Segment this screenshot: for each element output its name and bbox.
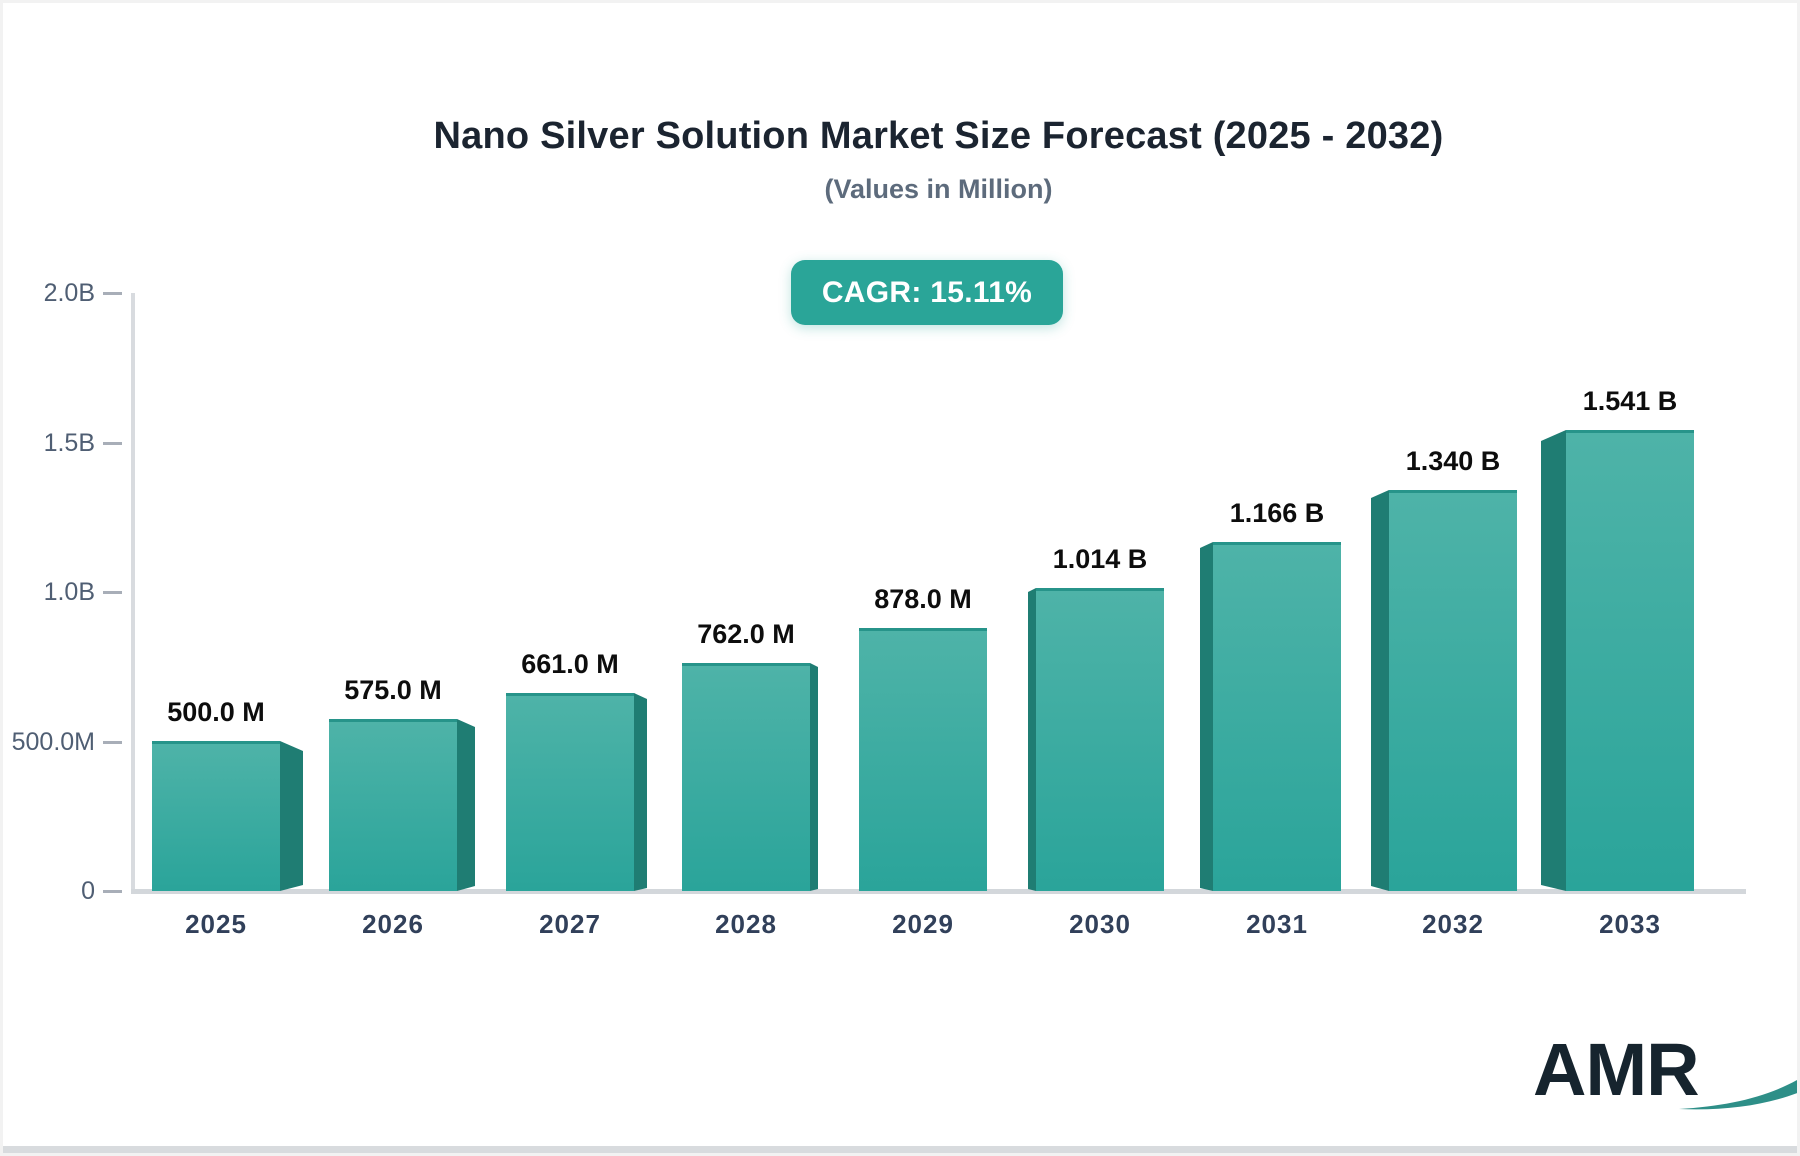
bar-3d-side: [280, 741, 303, 891]
bar-3d-side: [1541, 430, 1566, 891]
bar-3d-side: [1028, 588, 1036, 891]
y-tick-mark: [103, 441, 122, 445]
growth-arrow-icon: [1679, 1080, 1797, 1110]
cagr-badge: CAGR: 15.11%: [791, 260, 1063, 325]
bar-value-label: 500.0 M: [167, 697, 265, 727]
bar-2025: [152, 741, 280, 891]
chart-subtitle: (Values in Million): [824, 174, 1053, 204]
y-tick-mark: [103, 292, 122, 295]
y-tick-label: 500.0M: [11, 727, 95, 756]
bar-3d-side: [1200, 542, 1213, 891]
y-tick-mark: [103, 890, 122, 893]
bar-3d-side: [1371, 490, 1389, 891]
x-axis-label-2026: 2026: [362, 909, 424, 939]
bar-2032: [1389, 490, 1517, 891]
bar-value-label: 1.541 B: [1582, 386, 1678, 416]
chart-title: Nano Silver Solution Market Size Forecas…: [433, 115, 1444, 157]
x-axis-label-2033: 2033: [1599, 909, 1661, 939]
bar-2033: [1566, 430, 1694, 891]
y-axis-line: [131, 293, 135, 891]
y-tick-label: 2.0B: [43, 279, 95, 307]
y-tick-label: 1.5B: [43, 428, 95, 457]
bar-3d-side: [634, 693, 647, 891]
x-axis-label-2031: 2031: [1246, 909, 1308, 939]
y-tick-mark: [103, 591, 122, 594]
x-axis-label-2032: 2032: [1422, 909, 1484, 939]
bottom-border: [3, 1146, 1797, 1153]
bar-2027: [506, 693, 634, 891]
brand-logo: AMR: [1533, 1028, 1797, 1125]
bar-2029: [859, 628, 987, 891]
x-axis-label-2028: 2028: [715, 909, 777, 939]
y-tick-label: 0: [81, 877, 95, 905]
x-axis-label-2030: 2030: [1069, 909, 1131, 939]
brand-logo-text: AMR: [1533, 1028, 1700, 1111]
bar-value-label: 1.340 B: [1405, 446, 1501, 476]
cagr-badge-label: CAGR: 15.11%: [821, 275, 1033, 309]
bar-value-label: 1.014 B: [1052, 544, 1148, 574]
bar-value-label: 661.0 M: [521, 649, 619, 679]
bar-2028: [682, 663, 810, 891]
x-axis-label-2029: 2029: [892, 909, 954, 939]
bar-2030: [1036, 588, 1164, 891]
bar-3d-side: [810, 663, 818, 891]
x-axis-line: [131, 889, 1746, 894]
bar-2031: [1213, 542, 1341, 891]
y-tick-mark: [103, 740, 122, 744]
bar-value-label: 1.166 B: [1229, 498, 1325, 528]
x-axis-label-2027: 2027: [539, 909, 601, 939]
bar-2026: [329, 719, 457, 891]
bar-value-label: 878.0 M: [874, 584, 972, 614]
bar-3d-side: [457, 719, 475, 891]
y-tick-label: 1.0B: [43, 578, 95, 606]
x-axis-label-2025: 2025: [185, 909, 247, 939]
bar-value-label: 575.0 M: [344, 675, 442, 705]
bar-value-label: 762.0 M: [697, 619, 795, 649]
